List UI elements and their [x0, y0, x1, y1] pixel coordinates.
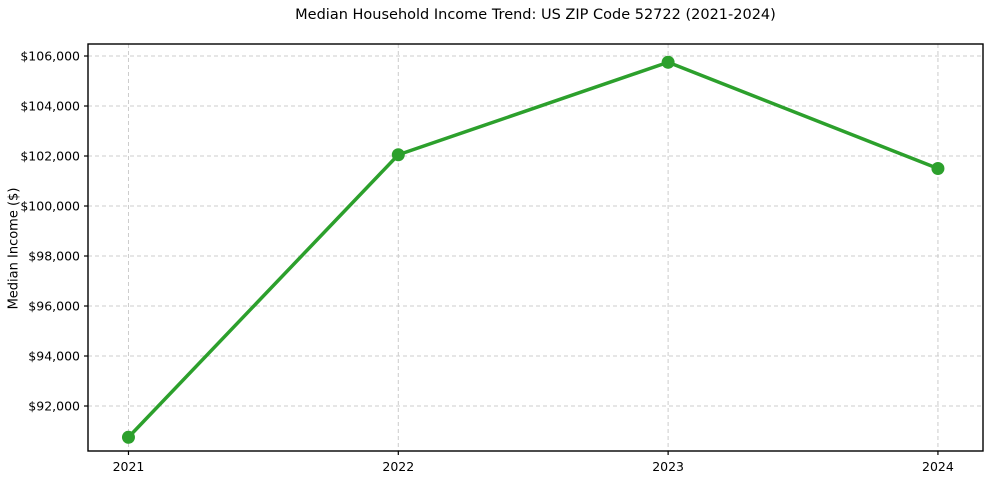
data-point-2024 — [931, 162, 945, 175]
y-tick-label: $102,000 — [20, 149, 80, 164]
plot-border — [87, 43, 984, 452]
y-tick-label: $96,000 — [28, 299, 80, 314]
y-tick-label: $92,000 — [28, 399, 80, 414]
y-tick-label: $98,000 — [28, 249, 80, 264]
x-tick-label: 2021 — [113, 459, 145, 474]
y-tick-label: $100,000 — [20, 199, 80, 214]
chart-title: Median Household Income Trend: US ZIP Co… — [295, 7, 776, 23]
y-tick-label: $94,000 — [28, 349, 80, 364]
trend-line — [126, 60, 940, 439]
data-point-2022 — [391, 148, 405, 162]
data-point-2023 — [661, 55, 675, 69]
y-tick-label: $104,000 — [20, 99, 80, 114]
x-tick-label: 2024 — [922, 459, 954, 474]
data-point-2021 — [121, 430, 135, 444]
x-tick-label: 2022 — [382, 459, 414, 474]
y-tick-label: $106,000 — [20, 49, 80, 64]
x-tick-label: 2023 — [652, 459, 684, 474]
